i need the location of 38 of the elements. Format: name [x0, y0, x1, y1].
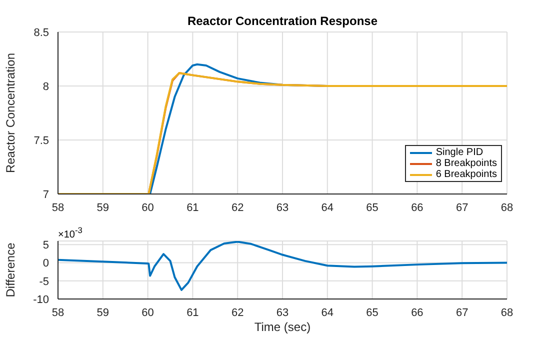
x-tick-label: 65: [366, 306, 378, 319]
x-tick-label: 67: [456, 306, 468, 319]
y-tick-label: -10: [33, 294, 49, 306]
legend-label: Single PID: [436, 147, 484, 158]
y-axis-title: Difference: [3, 242, 18, 298]
y-tick-label: 7.5: [34, 134, 49, 147]
x-tick-label: 58: [52, 202, 64, 214]
legend-label: 8 Breakpoints: [436, 158, 497, 169]
x-tick-label: 60: [142, 202, 154, 214]
y-tick-label: -5: [39, 276, 49, 288]
x-tick-label: 64: [321, 202, 334, 214]
x-tick-label: 63: [276, 202, 289, 214]
x-tick-label: 59: [96, 202, 110, 214]
x-tick-label: 63: [276, 306, 289, 319]
y-tick-label: 8: [42, 80, 49, 93]
y-tick-label: 7: [42, 188, 49, 201]
y-tick-label: 5: [42, 240, 49, 252]
chart-title: Reactor Concentration Response: [186, 14, 379, 28]
x-tick-label: 64: [321, 306, 334, 319]
x-tick-label: 62: [231, 202, 244, 214]
x-tick-label: 58: [52, 306, 64, 319]
x-tick-label: 67: [456, 202, 468, 214]
x-tick-label: 61: [186, 306, 199, 319]
text: ×10$^{-3}$: [58, 225, 82, 240]
x-axis-title: Time (sec): [254, 320, 311, 334]
y-tick-label: 0: [42, 258, 49, 270]
x-tick-label: 65: [366, 202, 378, 214]
legend-label: 6 Breakpoints: [436, 169, 497, 180]
x-tick-label: 59: [96, 306, 110, 319]
x-tick-label: 60: [142, 306, 154, 319]
y-axis-title: Reactor Concentration: [3, 52, 18, 174]
x-tick-label: 66: [411, 202, 424, 214]
x-tick-label: 68: [500, 202, 514, 214]
x-tick-label: 62: [231, 306, 244, 319]
y-tick-label: 8.5: [34, 26, 49, 39]
x-tick-label: 61: [186, 202, 199, 214]
x-tick-label: 66: [411, 306, 424, 319]
x-tick-label: 68: [500, 306, 514, 319]
